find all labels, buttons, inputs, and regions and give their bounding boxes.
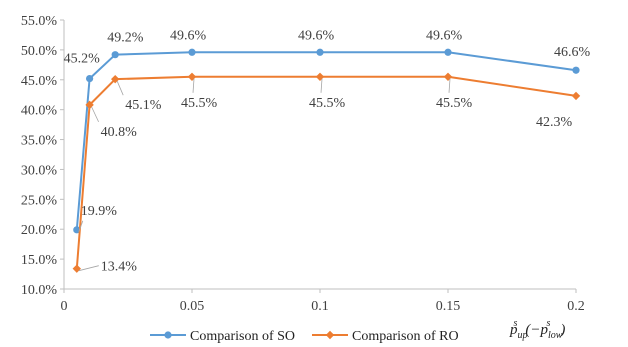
data-label-leader — [116, 81, 124, 96]
data-point-so — [86, 74, 94, 83]
data-point-so — [444, 48, 452, 56]
data-point-ro — [443, 72, 453, 81]
y-tick-label: 25.0% — [21, 193, 58, 208]
legend-swatch-ro-marker — [325, 330, 335, 340]
data-label-so: 46.6% — [554, 45, 591, 60]
data-point-ro — [571, 91, 581, 101]
x-tick-label: 0.05 — [180, 299, 205, 314]
series-layer — [72, 48, 581, 273]
data-label-so: 19.9% — [81, 204, 118, 219]
y-tick-label: 30.0% — [21, 163, 58, 178]
data-point-ro — [315, 72, 325, 81]
data-label-leader — [91, 106, 99, 123]
data-point-so — [188, 48, 196, 56]
data-label-so: 49.6% — [426, 28, 463, 43]
data-label-ro: 45.5% — [181, 96, 218, 111]
data-point-ro — [72, 264, 81, 273]
y-tick-label: 50.0% — [21, 44, 58, 59]
y-tick-label: 40.0% — [21, 104, 58, 119]
x-axis-ticks: 0 0.05 0.1 0.15 0.2 — [61, 289, 585, 314]
x-axis-title: pups (−plows) — [509, 318, 565, 341]
data-labels-layer: 19.9% 45.2% 49.2% 49.6% 49.6% 49.6% 46.6% 13.4%… — [64, 28, 591, 274]
x-tick-label: 0.15 — [436, 299, 461, 314]
y-tick-label: 35.0% — [21, 134, 58, 149]
data-label-ro: 45.1% — [125, 98, 162, 113]
x-title-middle: (− — [525, 322, 540, 338]
y-tick-label: 45.0% — [21, 74, 58, 89]
legend-item-ro: Comparison of RO — [312, 329, 459, 344]
legend: Comparison of SO Comparison of RO — [150, 329, 459, 344]
data-label-ro: 45.5% — [309, 96, 346, 111]
data-point-ro — [187, 72, 197, 81]
y-tick-label: 55.0% — [21, 14, 58, 29]
data-label-so: 45.2% — [64, 52, 101, 67]
x-tick-label: 0.2 — [567, 299, 585, 314]
legend-item-so: Comparison of SO — [150, 329, 295, 344]
x-tick-label: 0.1 — [311, 299, 329, 314]
data-label-ro: 13.4% — [101, 260, 138, 275]
legend-label-so: Comparison of SO — [190, 329, 295, 344]
y-tick-label: 20.0% — [21, 223, 58, 238]
data-label-ro: 45.5% — [436, 96, 473, 111]
data-label-leader — [320, 78, 323, 93]
data-label-leader — [78, 265, 99, 272]
y-axis-ticks: 10.0% 15.0% 20.0% 25.0% 30.0% 35.0% 40.0% 45.0%… — [21, 14, 64, 298]
data-point-so — [572, 66, 580, 74]
x-tick-label: 0 — [61, 299, 68, 314]
x-title-sup-1: s — [514, 318, 518, 329]
y-tick-label: 10.0% — [21, 283, 58, 298]
legend-label-ro: Comparison of RO — [352, 329, 459, 344]
data-point-so — [111, 51, 119, 59]
data-label-so: 49.6% — [298, 28, 335, 43]
x-title-base-1: p — [509, 322, 518, 338]
data-label-ro: 42.3% — [536, 115, 573, 130]
data-label-so: 49.6% — [170, 28, 207, 43]
legend-swatch-so-marker — [164, 331, 172, 339]
data-label-leader — [192, 78, 195, 93]
data-point-so — [316, 48, 324, 56]
y-tick-label: 15.0% — [21, 253, 58, 268]
data-label-so: 49.2% — [107, 31, 144, 46]
data-label-ro: 40.8% — [101, 125, 138, 140]
data-label-leader — [78, 220, 84, 232]
data-point-ro — [111, 74, 120, 84]
x-title-base-2: p — [540, 322, 549, 338]
data-point-ro — [85, 100, 94, 110]
x-title-sup-2: s — [546, 318, 550, 329]
x-title-sub-1: up — [518, 330, 528, 341]
x-title-sub-2: low — [548, 330, 563, 341]
data-label-leader — [448, 78, 451, 93]
x-title-end: ) — [559, 322, 565, 338]
